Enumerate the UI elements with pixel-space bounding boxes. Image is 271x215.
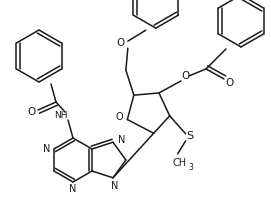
Text: O: O xyxy=(117,38,125,48)
Text: CH: CH xyxy=(173,158,187,168)
Text: N: N xyxy=(69,184,77,194)
Text: O: O xyxy=(182,71,190,81)
Text: O: O xyxy=(115,112,123,121)
Text: N: N xyxy=(111,181,119,191)
Text: O: O xyxy=(226,78,234,88)
Text: S: S xyxy=(186,131,193,141)
Text: NH: NH xyxy=(54,111,68,120)
Text: O: O xyxy=(27,107,35,117)
Text: 3: 3 xyxy=(188,163,193,172)
Text: N: N xyxy=(118,135,126,145)
Text: N: N xyxy=(43,144,51,154)
